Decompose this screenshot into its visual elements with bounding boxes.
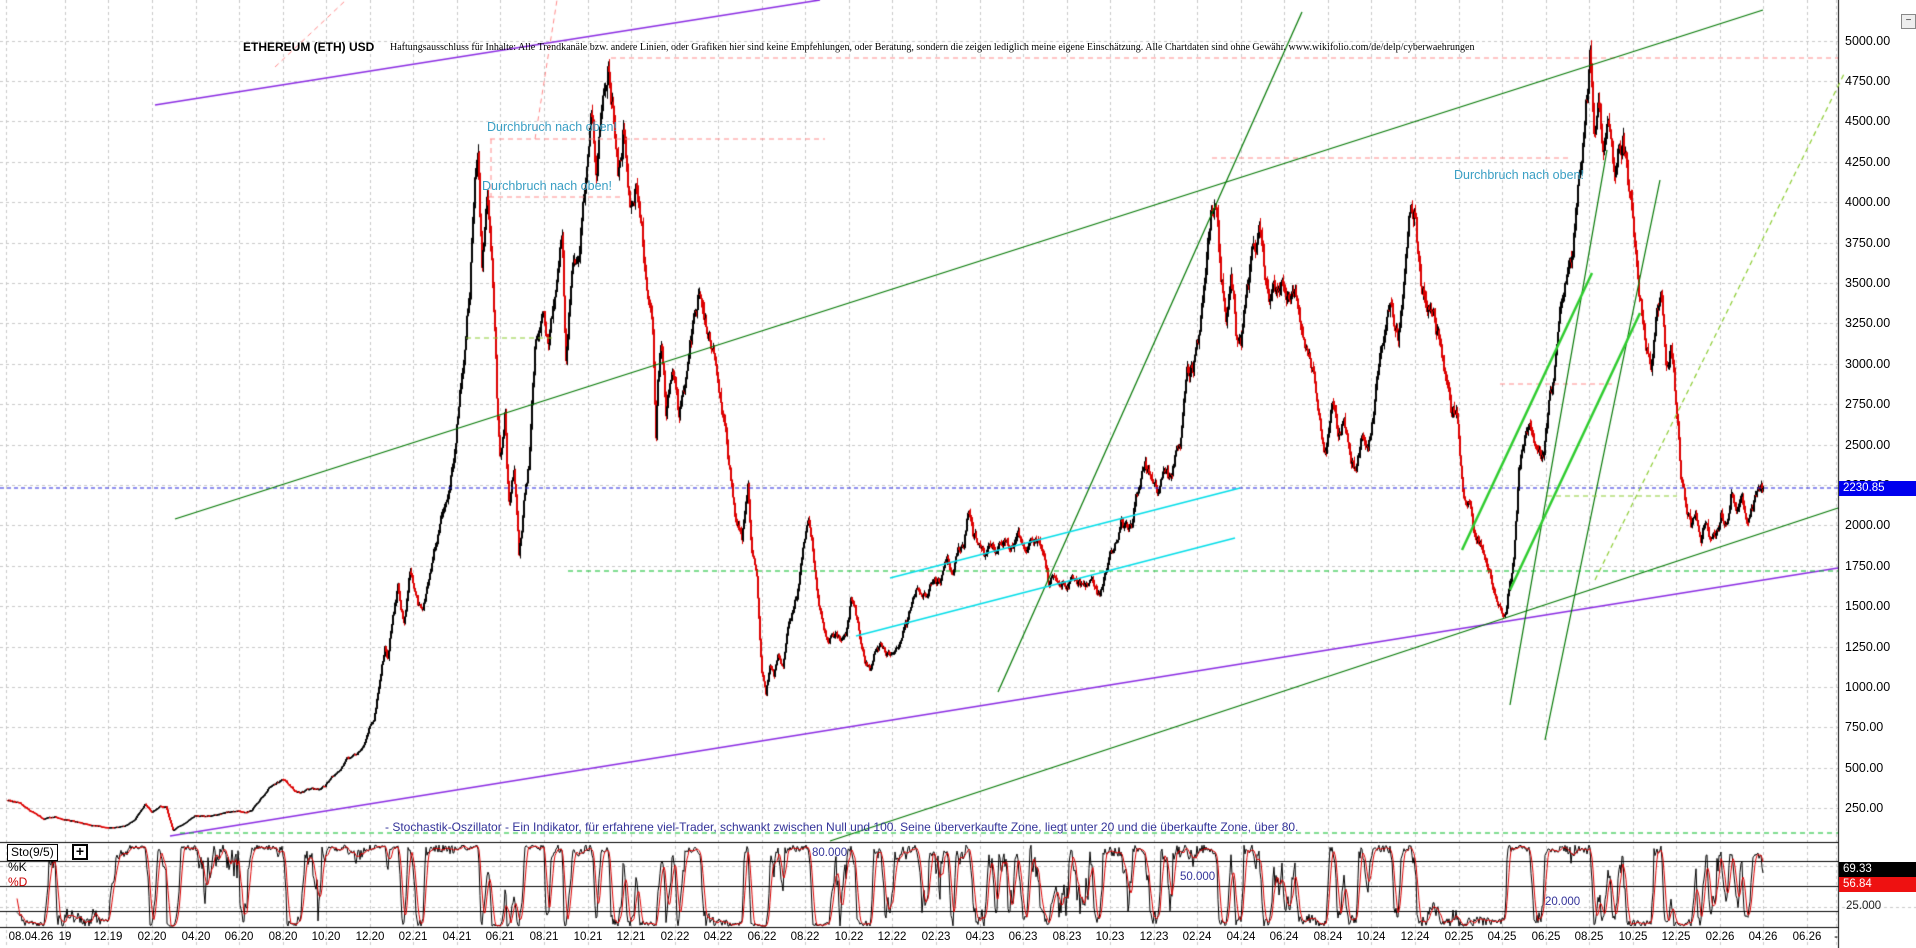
x-axis-label: 12.25	[1661, 931, 1691, 943]
x-axis-label: 02.21	[398, 931, 428, 943]
price-axis-label: 2500.00	[1845, 437, 1891, 452]
x-axis-label: 08.22	[790, 931, 820, 943]
x-axis-label: 10.22	[834, 931, 864, 943]
price-axis-label: 1250.00	[1845, 639, 1891, 654]
x-axis-label: 19	[58, 931, 72, 943]
price-axis-label: 4000.00	[1845, 195, 1891, 210]
stochastic-k-label: %K	[8, 860, 27, 874]
x-axis-label: 08.04.26	[8, 931, 54, 943]
collapse-icon[interactable]: −	[1901, 14, 1916, 29]
x-axis-label: 06.24	[1269, 931, 1299, 943]
price-axis-label: 2000.00	[1845, 518, 1891, 533]
x-axis-label: 02.26	[1705, 931, 1735, 943]
x-axis-label: -	[1834, 931, 1838, 943]
x-axis-label: 12.20	[355, 931, 385, 943]
annotation-breakout-1: Durchbruch nach oben!	[487, 120, 617, 134]
price-axis-label: 1750.00	[1845, 558, 1891, 573]
stochastic-d-value-badge: 56.84	[1839, 877, 1916, 892]
price-axis-label: 2750.00	[1845, 397, 1891, 412]
x-axis-label: 08.21	[529, 931, 559, 943]
current-price-badge: 2230.85	[1839, 481, 1916, 496]
price-axis-label: 4500.00	[1845, 114, 1891, 129]
x-axis-label: 06.25	[1531, 931, 1561, 943]
price-axis-label: 3500.00	[1845, 275, 1891, 290]
x-axis-label: 10.24	[1356, 931, 1386, 943]
price-axis-label: 4750.00	[1845, 73, 1891, 88]
x-axis-label: 08.25	[1574, 931, 1604, 943]
x-axis-label: 06.26	[1792, 931, 1822, 943]
stochastic-axis-label: 25.000	[1846, 900, 1882, 912]
annotation-breakout-2: Durchbruch nach oben!	[482, 179, 612, 193]
stochastic-d-label: %D	[8, 875, 28, 889]
price-axis-label: 4250.00	[1845, 154, 1891, 169]
x-axis-label: 10.23	[1095, 931, 1125, 943]
price-axis-label: 3750.00	[1845, 235, 1891, 250]
x-axis-label: 06.23	[1008, 931, 1038, 943]
price-axis-label: 5000.00	[1845, 33, 1891, 48]
x-axis-label: 04.22	[703, 931, 733, 943]
x-axis-label: 02.25	[1444, 931, 1474, 943]
x-axis-label: 08.20	[268, 931, 298, 943]
x-axis-label: 04.25	[1487, 931, 1517, 943]
stochastic-level-label: 50.000	[1180, 871, 1216, 883]
x-axis-label: 04.23	[965, 931, 995, 943]
stochastic-level-label: 80.000	[812, 847, 848, 859]
x-axis-label: 12.23	[1139, 931, 1169, 943]
price-axis-label: 500.00	[1845, 760, 1884, 775]
annotation-breakout-3: Durchbruch nach oben!	[1454, 168, 1584, 182]
stochastic-level-label: 20.000	[1545, 896, 1581, 908]
x-axis-label: 06.21	[485, 931, 515, 943]
x-axis-label: 06.22	[747, 931, 777, 943]
x-axis-label: 04.20	[181, 931, 211, 943]
add-indicator-button[interactable]: +	[72, 844, 88, 860]
x-axis-label: 04.26	[1748, 931, 1778, 943]
price-axis-label: 250.00	[1845, 801, 1884, 816]
stochastic-indicator-label[interactable]: Sto(9/5)	[7, 844, 58, 861]
disclaimer-text: Haftungsausschluss für Inhalte: Alle Tre…	[390, 42, 1475, 53]
x-axis-label: 12.21	[616, 931, 646, 943]
price-axis-label: 3000.00	[1845, 356, 1891, 371]
x-axis-label: 02.22	[660, 931, 690, 943]
x-axis-label: 12.22	[877, 931, 907, 943]
price-axis-label: 1000.00	[1845, 679, 1891, 694]
x-axis-label: 04.24	[1226, 931, 1256, 943]
stochastic-description: - Stochastik-Oszillator - Ein Indikator,…	[385, 820, 1299, 834]
x-axis-label: 12.24	[1400, 931, 1430, 943]
price-axis-label: 750.00	[1845, 720, 1884, 735]
x-axis-label: 02.20	[137, 931, 167, 943]
x-axis-label: 08.23	[1052, 931, 1082, 943]
x-axis-label: 06.20	[224, 931, 254, 943]
x-axis-label: 04.21	[442, 931, 472, 943]
x-axis-label: 10.25	[1618, 931, 1648, 943]
price-axis-label: 1500.00	[1845, 599, 1891, 614]
x-axis-label: 02.23	[921, 931, 951, 943]
x-axis-label: 08.24	[1313, 931, 1343, 943]
stochastic-k-value-badge: 69.33	[1839, 862, 1916, 877]
x-axis-label: 10.21	[573, 931, 603, 943]
price-axis-label: 3250.00	[1845, 316, 1891, 331]
x-axis-label: 10.20	[311, 931, 341, 943]
x-axis-label: 12.19	[93, 931, 123, 943]
chart-title: ETHEREUM (ETH) USD	[243, 40, 375, 54]
x-axis-label: 02.24	[1182, 931, 1212, 943]
